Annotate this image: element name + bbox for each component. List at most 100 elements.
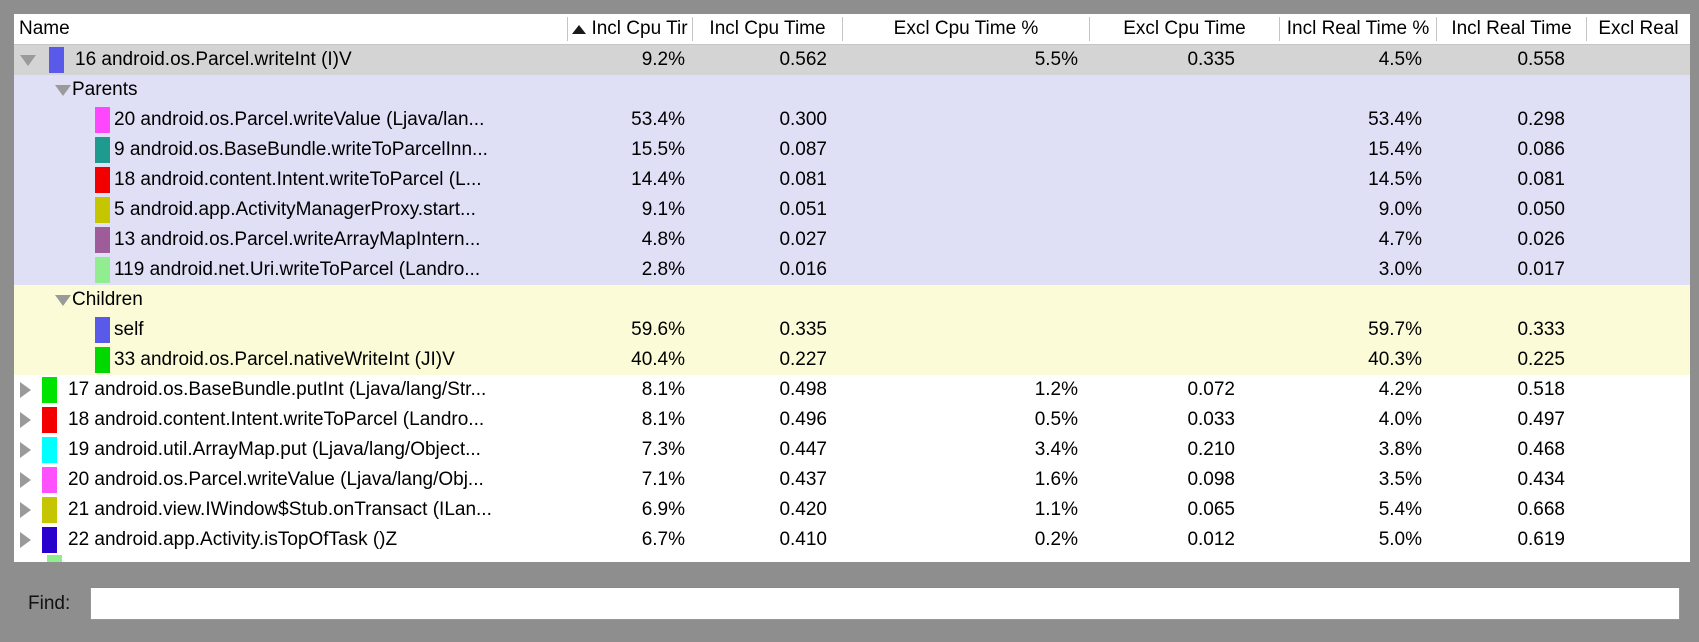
- value-cell-incl_real: 0.497: [1437, 409, 1587, 431]
- method-row[interactable]: 5 android.app.ActivityManagerProxy.start…: [14, 195, 1690, 225]
- group-row-parents[interactable]: Parents: [14, 75, 1690, 105]
- collapse-triangle-icon[interactable]: [20, 55, 36, 66]
- value-cell-incl_cpu_pct: 6.7%: [568, 529, 693, 551]
- name-cell: 13 android.os.Parcel.writeArrayMapIntern…: [14, 225, 568, 255]
- method-name: self: [114, 319, 144, 341]
- collapse-triangle-icon[interactable]: [55, 295, 71, 306]
- method-row[interactable]: 119 android.net.Uri.writeToParcel (Landr…: [14, 255, 1690, 285]
- method-row[interactable]: 18 android.content.Intent.writeToParcel …: [14, 405, 1690, 435]
- column-header-incl_real_pct[interactable]: Incl Real Time %: [1280, 17, 1437, 41]
- sort-ascending-icon: [572, 25, 586, 34]
- name-cell: 33 android.os.Parcel.nativeWriteInt (JI)…: [14, 345, 568, 375]
- expand-triangle-icon[interactable]: [20, 442, 31, 458]
- column-header-excl_real[interactable]: Excl Real: [1587, 17, 1690, 41]
- value-cell-incl_real: 0.333: [1437, 319, 1587, 341]
- value-cell-incl_cpu_pct: 53.4%: [568, 109, 693, 131]
- method-name: 33 android.os.Parcel.nativeWriteInt (JI)…: [114, 349, 455, 371]
- profile-call-table: Name Incl Cpu Tir Incl Cpu Time Excl Cpu Ti…: [14, 14, 1690, 562]
- expand-triangle-icon[interactable]: [20, 502, 31, 518]
- value-cell-excl_cpu_pct: 0.5%: [843, 409, 1090, 431]
- value-cell-incl_cpu: 0.027: [693, 229, 843, 251]
- value-cell-incl_real_pct: 4.5%: [1280, 49, 1437, 71]
- value-cell-incl_real: 0.298: [1437, 109, 1587, 131]
- expand-triangle-icon[interactable]: [20, 412, 31, 428]
- expand-triangle-icon[interactable]: [20, 532, 31, 548]
- value-cell-incl_real_pct: 9.0%: [1280, 199, 1437, 221]
- value-cell-incl_cpu: 0.087: [693, 139, 843, 161]
- method-row[interactable]: 17 android.os.BaseBundle.putInt (Ljava/l…: [14, 375, 1690, 405]
- value-cell-incl_real_pct: 5.0%: [1280, 529, 1437, 551]
- column-header-label: Name: [19, 18, 70, 40]
- column-header-incl_cpu[interactable]: Incl Cpu Time: [693, 17, 843, 41]
- value-cell-incl_cpu: 0.437: [693, 469, 843, 491]
- value-cell-incl_cpu: 0.335: [693, 319, 843, 341]
- value-cell-incl_real_pct: 14.5%: [1280, 169, 1437, 191]
- value-cell-incl_real: 0.558: [1437, 49, 1587, 71]
- value-cell-incl_cpu_pct: 15.5%: [568, 139, 693, 161]
- find-input[interactable]: [90, 587, 1680, 620]
- color-swatch: [95, 107, 110, 133]
- value-cell-incl_cpu: 0.410: [693, 529, 843, 551]
- method-row[interactable]: 20 android.os.Parcel.writeValue (Ljava/l…: [14, 105, 1690, 135]
- expand-triangle-icon[interactable]: [20, 382, 31, 398]
- method-row[interactable]: 33 android.os.Parcel.nativeWriteInt (JI)…: [14, 345, 1690, 375]
- name-cell: 9 android.os.BaseBundle.writeToParcelInn…: [14, 135, 568, 165]
- color-swatch: [42, 407, 57, 433]
- expand-triangle-icon[interactable]: [20, 472, 31, 488]
- value-cell-incl_cpu_pct: 4.8%: [568, 229, 693, 251]
- value-cell-excl_cpu_pct: 1.2%: [843, 379, 1090, 401]
- column-header-incl_cpu_pct[interactable]: Incl Cpu Tir: [568, 17, 693, 41]
- method-row[interactable]: 16 android.os.Parcel.writeInt (I)V9.2% 0.…: [14, 45, 1690, 75]
- value-cell-incl_cpu_pct: 14.4%: [568, 169, 693, 191]
- value-cell-incl_real: 0.434: [1437, 469, 1587, 491]
- value-cell-incl_cpu_pct: 8.1%: [568, 379, 693, 401]
- color-swatch: [95, 347, 110, 373]
- method-row-partial[interactable]: [14, 555, 1690, 562]
- group-row-children[interactable]: Children: [14, 285, 1690, 315]
- method-row[interactable]: 19 android.util.ArrayMap.put (Ljava/lang…: [14, 435, 1690, 465]
- column-header-label: Incl Cpu Tir: [591, 18, 687, 40]
- value-cell-incl_cpu: 0.227: [693, 349, 843, 371]
- value-cell-incl_cpu_pct: 7.3%: [568, 439, 693, 461]
- value-cell-incl_real: 0.619: [1437, 529, 1587, 551]
- method-row[interactable]: 9 android.os.BaseBundle.writeToParcelInn…: [14, 135, 1690, 165]
- method-name: 9 android.os.BaseBundle.writeToParcelInn…: [114, 139, 488, 161]
- column-header-excl_cpu_pct[interactable]: Excl Cpu Time %: [843, 17, 1090, 41]
- group-label: Children: [72, 289, 143, 311]
- name-cell: 20 android.os.Parcel.writeValue (Ljava/l…: [14, 465, 568, 495]
- column-header-label: Incl Real Time %: [1287, 18, 1430, 40]
- table-header: Name Incl Cpu Tir Incl Cpu Time Excl Cpu Ti…: [14, 14, 1690, 45]
- value-cell-incl_cpu_pct: 9.2%: [568, 49, 693, 71]
- column-header-label: Incl Cpu Time: [709, 18, 825, 40]
- value-cell-incl_real_pct: 40.3%: [1280, 349, 1437, 371]
- column-header-label: Excl Real: [1598, 18, 1678, 40]
- column-header-label: Incl Real Time: [1451, 18, 1571, 40]
- name-cell: 21 android.view.IWindow$Stub.onTransact …: [14, 495, 568, 525]
- color-swatch: [49, 47, 64, 73]
- collapse-triangle-icon[interactable]: [55, 85, 71, 96]
- value-cell-excl_cpu: 0.098: [1090, 469, 1280, 491]
- value-cell-excl_cpu: 0.072: [1090, 379, 1280, 401]
- column-header-excl_cpu[interactable]: Excl Cpu Time: [1090, 17, 1280, 41]
- method-name: 13 android.os.Parcel.writeArrayMapIntern…: [114, 229, 480, 251]
- method-row[interactable]: 18 android.content.Intent.writeToParcel …: [14, 165, 1690, 195]
- column-header-name[interactable]: Name: [14, 17, 568, 41]
- value-cell-excl_cpu: 0.012: [1090, 529, 1280, 551]
- method-row[interactable]: 13 android.os.Parcel.writeArrayMapIntern…: [14, 225, 1690, 255]
- column-header-label: Excl Cpu Time %: [894, 18, 1039, 40]
- method-row[interactable]: 21 android.view.IWindow$Stub.onTransact …: [14, 495, 1690, 525]
- value-cell-incl_real_pct: 3.0%: [1280, 259, 1437, 281]
- value-cell-incl_real_pct: 4.2%: [1280, 379, 1437, 401]
- name-cell: 16 android.os.Parcel.writeInt (I)V: [14, 45, 568, 75]
- method-name: 21 android.view.IWindow$Stub.onTransact …: [68, 499, 492, 521]
- method-row[interactable]: 22 android.app.Activity.isTopOfTask ()Z6…: [14, 525, 1690, 555]
- column-header-incl_real[interactable]: Incl Real Time: [1437, 17, 1587, 41]
- name-cell: 18 android.content.Intent.writeToParcel …: [14, 165, 568, 195]
- value-cell-incl_cpu: 0.051: [693, 199, 843, 221]
- value-cell-excl_cpu: 0.335: [1090, 49, 1280, 71]
- value-cell-excl_cpu_pct: 1.1%: [843, 499, 1090, 521]
- name-cell: 5 android.app.ActivityManagerProxy.start…: [14, 195, 568, 225]
- method-row[interactable]: 20 android.os.Parcel.writeValue (Ljava/l…: [14, 465, 1690, 495]
- method-row[interactable]: self59.6%0.33559.7%0.333: [14, 315, 1690, 345]
- value-cell-incl_real: 0.518: [1437, 379, 1587, 401]
